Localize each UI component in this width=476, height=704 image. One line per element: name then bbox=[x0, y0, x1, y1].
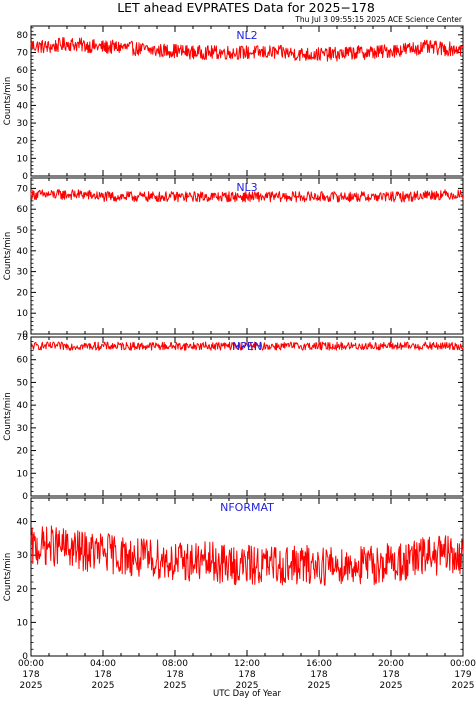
x-tick-label-year: 2025 bbox=[236, 681, 259, 691]
x-tick-label-time: 00:00 bbox=[18, 659, 44, 669]
y-tick-label: 0 bbox=[22, 492, 28, 502]
y-tick-label: 0 bbox=[22, 172, 28, 182]
y-tick-label: 50 bbox=[17, 226, 29, 236]
plot-frame bbox=[30, 177, 464, 335]
chart-panel-npen: 0 10 20 30 40 50 60 70 Counts/min NPEN bbox=[3, 333, 464, 502]
x-tick-label-time: 08:00 bbox=[162, 659, 188, 669]
y-tick-label: 20 bbox=[17, 585, 29, 595]
y-tick-label: 40 bbox=[17, 101, 29, 111]
y-tick-label: 50 bbox=[17, 378, 29, 388]
y-tick-label: 20 bbox=[17, 447, 29, 457]
x-tick-label-year: 2025 bbox=[308, 681, 331, 691]
x-tick-label-doy: 178 bbox=[94, 670, 111, 680]
y-axis-label: Counts/min bbox=[3, 232, 13, 281]
x-tick-label-year: 2025 bbox=[164, 681, 187, 691]
y-tick-label: 10 bbox=[17, 469, 29, 479]
y-tick-label: 60 bbox=[17, 205, 29, 215]
series-label: NFORMAT bbox=[220, 501, 274, 514]
x-tick-label-doy: 178 bbox=[22, 670, 39, 680]
y-tick-label: 30 bbox=[17, 119, 29, 129]
y-tick-label: 30 bbox=[17, 551, 29, 561]
y-tick-label: 60 bbox=[17, 356, 29, 366]
y-tick-label: 70 bbox=[17, 184, 29, 194]
series-line-nl2 bbox=[30, 37, 464, 62]
y-tick-label: 10 bbox=[17, 154, 29, 164]
y-tick-label: 40 bbox=[17, 518, 29, 528]
series-label: NL3 bbox=[236, 181, 257, 194]
y-tick-label: 20 bbox=[17, 137, 29, 147]
y-tick-label: 70 bbox=[17, 333, 29, 343]
y-tick-label: 10 bbox=[17, 309, 29, 319]
x-tick-label-time: 16:00 bbox=[306, 659, 332, 669]
x-tick-label-year: 2025 bbox=[92, 681, 115, 691]
x-tick-label-time: 20:00 bbox=[378, 659, 404, 669]
y-tick-label: 40 bbox=[17, 247, 29, 257]
x-tick-label-year: 2025 bbox=[380, 681, 403, 691]
y-tick-label: 30 bbox=[17, 268, 29, 278]
series-label: NL2 bbox=[236, 29, 257, 42]
chart-panel-nl2: 0 10 20 30 40 50 60 70 80 Counts/min NL2 bbox=[3, 25, 464, 182]
x-tick-label-doy: 179 bbox=[454, 670, 471, 680]
chart-panel-nformat: 0 10 20 30 40 Counts/min NFORMAT bbox=[3, 497, 464, 662]
x-tick-label-doy: 178 bbox=[238, 670, 255, 680]
y-axis-label: Counts/min bbox=[3, 553, 13, 602]
chart-title: LET ahead EVPRATES Data for 2025−178 bbox=[117, 0, 375, 15]
y-tick-label: 0 bbox=[22, 652, 28, 662]
series-line-nformat bbox=[30, 525, 464, 586]
x-axis-title: UTC Day of Year bbox=[213, 689, 281, 699]
y-tick-label: 60 bbox=[17, 66, 29, 76]
series-line-nl3 bbox=[30, 189, 464, 203]
y-tick-label: 70 bbox=[17, 48, 29, 58]
series-label: NPEN bbox=[232, 340, 262, 353]
x-tick-label-doy: 178 bbox=[382, 670, 399, 680]
y-axis-label: Counts/min bbox=[3, 77, 13, 126]
x-tick-label-doy: 178 bbox=[310, 670, 327, 680]
x-tick-label-year: 2025 bbox=[452, 681, 475, 691]
chart-panel-nl3: 0 10 20 30 40 50 60 70 Counts/min NL3 bbox=[3, 177, 464, 340]
y-axis-label: Counts/min bbox=[3, 392, 13, 441]
y-tick-label: 80 bbox=[17, 31, 29, 41]
y-tick-label: 40 bbox=[17, 401, 29, 411]
series-line-npen bbox=[30, 341, 464, 351]
y-tick-label: 0 bbox=[22, 330, 28, 340]
x-tick-label-time: 04:00 bbox=[90, 659, 116, 669]
y-tick-label: 30 bbox=[17, 424, 29, 434]
plot-frame bbox=[30, 336, 464, 497]
generation-timestamp: Thu Jul 3 09:55:15 2025 ACE Science Cent… bbox=[294, 15, 463, 24]
y-tick-label: 20 bbox=[17, 288, 29, 298]
x-tick-label-time: 00:00 bbox=[450, 659, 476, 669]
x-tick-label-doy: 178 bbox=[166, 670, 183, 680]
x-tick-label-time: 12:00 bbox=[234, 659, 260, 669]
y-tick-label: 10 bbox=[17, 618, 29, 628]
x-tick-label-year: 2025 bbox=[20, 681, 43, 691]
y-tick-label: 50 bbox=[17, 84, 29, 94]
